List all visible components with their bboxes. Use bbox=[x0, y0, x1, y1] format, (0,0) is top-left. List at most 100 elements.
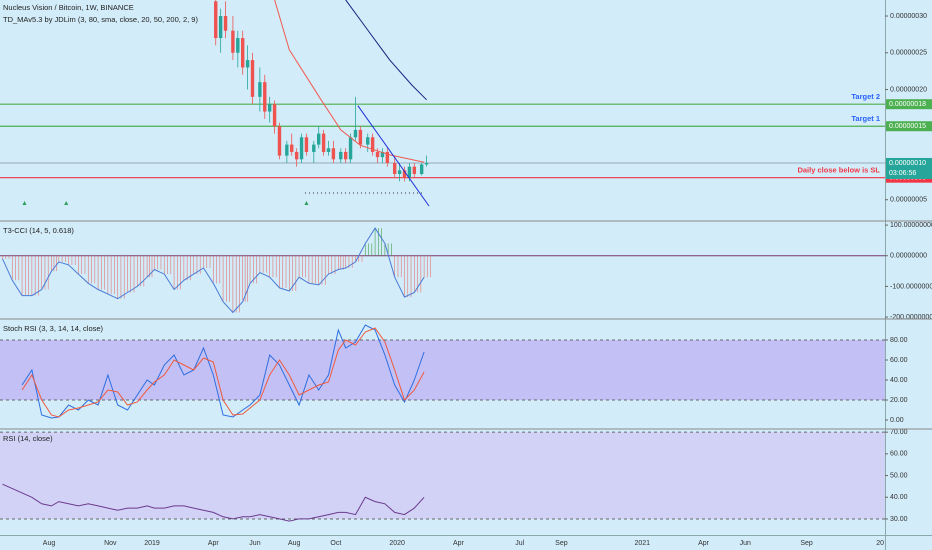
y-tick-label: 60.00 bbox=[890, 357, 908, 364]
candle-body bbox=[412, 166, 417, 175]
cci-line bbox=[2, 227, 425, 314]
candle-body bbox=[331, 148, 336, 160]
y-tick-label: 40.00 bbox=[890, 377, 908, 384]
level-value-label: 0.00000015 bbox=[889, 123, 926, 130]
y-tick-label: -200.00000000 bbox=[890, 314, 932, 321]
level-value-label: 0.00000018 bbox=[889, 101, 926, 108]
candle-body bbox=[316, 133, 321, 145]
candle-body bbox=[267, 104, 272, 112]
band bbox=[0, 340, 885, 400]
y-tick-label: 0.00000005 bbox=[890, 197, 927, 204]
y-tick-label: -100.00000000 bbox=[890, 283, 932, 290]
candle-body bbox=[339, 151, 343, 160]
level-name: Target 1 bbox=[851, 114, 880, 123]
x-tick-label: 2019 bbox=[144, 540, 160, 547]
level-label-box bbox=[886, 99, 932, 110]
candle-body bbox=[375, 151, 380, 158]
y-tick-label: 0.00 bbox=[890, 417, 904, 424]
x-tick-label: Sep bbox=[555, 540, 568, 547]
x-tick-label: Aug bbox=[43, 540, 56, 547]
candle-body bbox=[277, 126, 282, 156]
x-tick-label: 20 bbox=[876, 540, 884, 547]
x-tick-label: Oct bbox=[330, 540, 341, 547]
y-tick-label: 80.00 bbox=[890, 337, 908, 344]
x-tick-label: Jun bbox=[740, 540, 751, 547]
candle-body bbox=[250, 60, 255, 97]
x-tick-label: 2021 bbox=[635, 540, 651, 547]
level-name: Target 2 bbox=[851, 92, 880, 101]
y-tick-label: 100.00000000 bbox=[890, 222, 932, 229]
x-tick-label: Nov bbox=[104, 540, 117, 547]
signal-marker bbox=[304, 201, 309, 205]
level-label-box bbox=[886, 121, 932, 132]
last-price-box bbox=[886, 157, 932, 179]
candle-body bbox=[321, 133, 326, 152]
moving-average bbox=[345, 0, 427, 101]
candle-body bbox=[370, 137, 375, 152]
candle-body bbox=[241, 38, 245, 68]
y-tick-label: 0.00000030 bbox=[890, 13, 927, 20]
panel-title: T3-CCI (14, 5, 0.618) bbox=[3, 226, 74, 235]
candle-body bbox=[245, 60, 250, 68]
y-tick-label: 50.00 bbox=[890, 472, 908, 479]
candle-body bbox=[299, 137, 304, 160]
x-tick-label: Sep bbox=[800, 540, 813, 547]
candle-body bbox=[402, 170, 407, 178]
indicator-line bbox=[21, 327, 425, 418]
x-tick-label: Apr bbox=[208, 540, 220, 547]
candle-body bbox=[231, 30, 235, 53]
y-tick-label: 30.00 bbox=[890, 516, 908, 523]
y-tick-label: 0.00000000 bbox=[890, 253, 927, 260]
x-tick-label: Jul bbox=[515, 540, 524, 547]
candle-body bbox=[285, 144, 289, 156]
candle-body bbox=[380, 151, 385, 158]
candle-body bbox=[294, 151, 299, 160]
candle-body bbox=[385, 151, 390, 163]
indicator-line bbox=[21, 324, 425, 419]
candle-body bbox=[348, 137, 353, 160]
x-tick-label: Aug bbox=[288, 540, 301, 547]
x-tick-label: 2020 bbox=[389, 540, 405, 547]
candle-body bbox=[419, 164, 424, 175]
y-tick-label: 60.00 bbox=[890, 451, 908, 458]
moving-average bbox=[274, 0, 425, 163]
indicator-line bbox=[2, 483, 425, 522]
candle-body bbox=[353, 129, 358, 138]
last-price-label: 0.00000010 bbox=[889, 160, 926, 167]
candle-body bbox=[326, 148, 331, 152]
y-tick-label: 0.00000020 bbox=[890, 86, 927, 93]
candle-body bbox=[312, 144, 316, 152]
candle-body bbox=[358, 129, 363, 145]
candle-body bbox=[272, 104, 277, 127]
candle-body bbox=[214, 1, 218, 39]
x-tick-label: Apr bbox=[453, 540, 465, 547]
y-tick-label: 70.00 bbox=[890, 429, 908, 436]
y-tick-label: 0.00000025 bbox=[890, 50, 927, 57]
candle-body bbox=[304, 137, 309, 152]
y-tick-label: 20.00 bbox=[890, 397, 908, 404]
panel-title: RSI (14, close) bbox=[3, 434, 53, 443]
countdown-label: 03:06:56 bbox=[889, 170, 916, 177]
candle-body bbox=[236, 38, 240, 53]
candle-body bbox=[223, 16, 228, 31]
candle-body bbox=[258, 82, 262, 97]
candle-body bbox=[407, 166, 412, 178]
band bbox=[0, 432, 885, 519]
candle-body bbox=[392, 162, 397, 175]
signal-marker bbox=[64, 201, 69, 205]
candle-body bbox=[263, 82, 267, 112]
x-tick-label: Jun bbox=[249, 540, 260, 547]
candle-body bbox=[424, 162, 429, 165]
candle-body bbox=[290, 144, 294, 152]
signal-marker bbox=[22, 201, 27, 205]
candle-body bbox=[366, 137, 370, 145]
chart-title: Nucleus Vision / Bitcoin, 1W, BINANCE bbox=[3, 3, 134, 12]
candle-body bbox=[218, 16, 223, 39]
trendline bbox=[357, 105, 430, 207]
indicator-title: TD_MAv5.3 by JDLim (3, 80, sma, close, 2… bbox=[3, 15, 198, 24]
panel-title: Stoch RSI (3, 3, 14, 14, close) bbox=[3, 324, 104, 333]
candle-body bbox=[397, 170, 402, 175]
y-tick-label: 40.00 bbox=[890, 494, 908, 501]
